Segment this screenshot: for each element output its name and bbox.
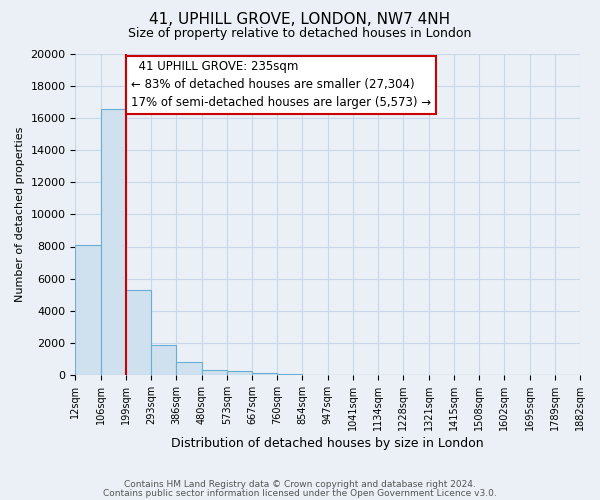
Bar xyxy=(252,373,277,375)
Text: Contains HM Land Registry data © Crown copyright and database right 2024.: Contains HM Land Registry data © Crown c… xyxy=(124,480,476,489)
Bar xyxy=(126,290,151,375)
X-axis label: Distribution of detached houses by size in London: Distribution of detached houses by size … xyxy=(172,437,484,450)
Bar xyxy=(151,346,176,375)
Bar xyxy=(176,362,202,375)
Text: Size of property relative to detached houses in London: Size of property relative to detached ho… xyxy=(128,28,472,40)
Bar xyxy=(227,371,252,375)
Bar xyxy=(277,374,302,375)
Text: Contains public sector information licensed under the Open Government Licence v3: Contains public sector information licen… xyxy=(103,488,497,498)
Text: 41 UPHILL GROVE: 235sqm
← 83% of detached houses are smaller (27,304)
17% of sem: 41 UPHILL GROVE: 235sqm ← 83% of detache… xyxy=(131,60,431,110)
Bar xyxy=(101,109,126,375)
Bar xyxy=(76,245,101,375)
Text: 41, UPHILL GROVE, LONDON, NW7 4NH: 41, UPHILL GROVE, LONDON, NW7 4NH xyxy=(149,12,451,28)
Bar xyxy=(202,370,227,375)
Y-axis label: Number of detached properties: Number of detached properties xyxy=(15,126,25,302)
